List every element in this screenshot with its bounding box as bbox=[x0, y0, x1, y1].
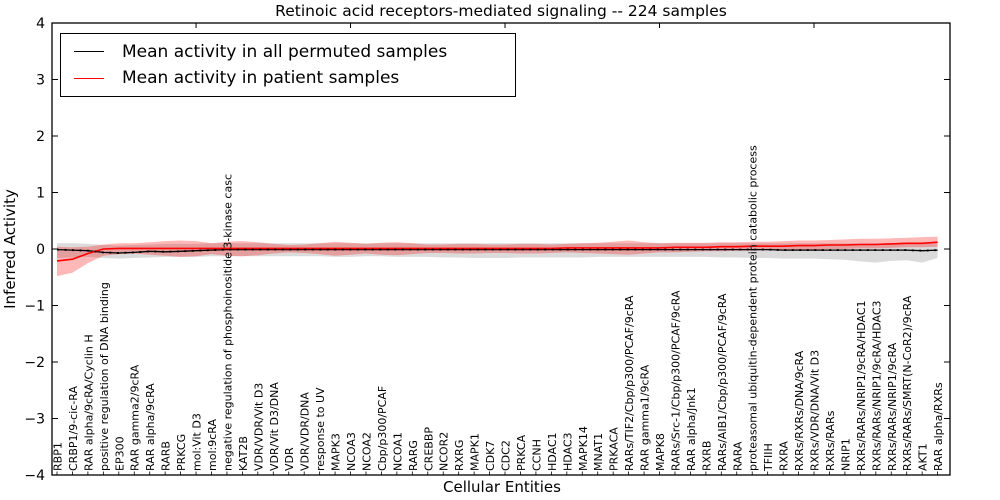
x-category-label: RXRs/RARs/NRIP1/9cRA/HDAC3 bbox=[870, 300, 883, 471]
x-category-label: RARA bbox=[731, 441, 744, 471]
y-tick-label: −1 bbox=[24, 299, 45, 315]
x-category-label: CRBP1/9-cic-RA bbox=[67, 386, 80, 471]
x-category-label: RXRs/RARs bbox=[824, 410, 837, 471]
x-category-label: CDC2 bbox=[500, 440, 513, 471]
x-category-label: MAPK8 bbox=[654, 433, 667, 471]
x-category-label: MAPK1 bbox=[469, 433, 482, 471]
x-category-label: AKT1 bbox=[917, 443, 930, 471]
x-category-label: MAPK14 bbox=[577, 426, 590, 471]
confidence-bands bbox=[57, 236, 938, 277]
legend: Mean activity in all permuted samples Me… bbox=[60, 33, 516, 97]
y-tick-label: −4 bbox=[24, 468, 45, 484]
x-category-label: KAT2B bbox=[237, 436, 250, 471]
x-category-label: positive regulation of DNA binding bbox=[98, 282, 111, 471]
x-axis-label: Cellular Entities bbox=[443, 478, 561, 496]
x-category-label: CDK7 bbox=[484, 441, 497, 471]
x-category-label: RAR gamma1/9cRA bbox=[639, 364, 652, 471]
x-category-label: RXRB bbox=[700, 441, 713, 471]
legend-label-patient: Mean activity in patient samples bbox=[122, 68, 400, 88]
x-category-label: RARs/TIF2/Cbp/p300/PCAF/9cRA bbox=[623, 295, 636, 471]
x-category-label: RAR alpha/9cRA bbox=[144, 383, 157, 471]
x-category-label: CREBBP bbox=[422, 427, 435, 471]
x-category-label: RARG bbox=[407, 440, 420, 471]
x-category-label: NRIP1 bbox=[839, 438, 852, 471]
x-category-labels: RBP1 CRBP1/9-cic-RA RAR alpha/9cRA/Cyclin … bbox=[52, 145, 946, 472]
x-category-label: TFIIH bbox=[762, 443, 775, 472]
x-category-label: MNAT1 bbox=[592, 433, 605, 471]
x-category-label: RAR alpha/RXRs bbox=[932, 382, 945, 471]
y-tick-labels: 4 3 2 1 0 −1 −2 −3 −4 bbox=[24, 16, 45, 484]
legend-line-permuted-swatch bbox=[74, 51, 104, 53]
x-category-label: RARs/Src-1/Cbp/p300/PCAF/9cRA bbox=[670, 290, 683, 471]
x-category-label: RAR alpha/Jnk1 bbox=[685, 387, 698, 471]
x-category-label: RXRs/RARs/NRIP1/9cRA bbox=[886, 342, 899, 471]
x-category-label: VDR bbox=[283, 447, 296, 471]
y-tick-label: 1 bbox=[36, 186, 45, 202]
x-category-label: RBP1 bbox=[52, 442, 65, 471]
x-category-label: VDR/Vit D3/DNA bbox=[268, 382, 281, 471]
chart-title: Retinoic acid receptors-mediated signali… bbox=[275, 2, 727, 20]
y-axis-label: Inferred Activity bbox=[1, 189, 19, 309]
x-category-label: RXRs/VDR/DNA/Vit D3 bbox=[809, 350, 822, 471]
x-category-label: VDR/VDR/DNA bbox=[299, 392, 312, 471]
y-tick-label: −3 bbox=[24, 412, 45, 428]
x-category-label: NCOA3 bbox=[345, 432, 358, 471]
x-category-label: PRKCA bbox=[515, 434, 528, 471]
y-tick-label: −2 bbox=[24, 355, 45, 371]
x-category-label: HDAC3 bbox=[561, 432, 574, 471]
x-category-label: RXRG bbox=[453, 440, 466, 471]
x-category-label: RXRs/RXRs/DNA/9cRA bbox=[793, 350, 806, 471]
legend-row-patient: Mean activity in patient samples bbox=[74, 68, 515, 88]
x-category-label: RAR alpha/9cRA/Cyclin H bbox=[82, 334, 95, 471]
x-category-label: mol:Vit D3 bbox=[191, 413, 204, 471]
legend-line-patient-swatch bbox=[74, 77, 104, 79]
mean-lines bbox=[56, 241, 938, 262]
y-tick-label: 4 bbox=[36, 16, 45, 32]
x-category-label: HDAC1 bbox=[546, 432, 559, 471]
legend-label-permuted: Mean activity in all permuted samples bbox=[122, 41, 448, 62]
x-category-label: CCNH bbox=[530, 439, 543, 471]
x-category-label: PRKCG bbox=[175, 434, 188, 471]
x-category-label: VDR/VDR/Vit D3 bbox=[252, 383, 265, 471]
patient-mean-line bbox=[56, 241, 938, 262]
permuted-mean-line bbox=[56, 248, 938, 254]
x-category-label: proteasomal ubiquitin-dependent protein … bbox=[747, 145, 760, 471]
x-category-label: response to UV bbox=[314, 387, 327, 471]
x-category-label: MAPK3 bbox=[330, 433, 343, 471]
y-tick-label: 2 bbox=[36, 129, 45, 145]
x-category-label: RXRs/RARs/SMRT(N-CoR2)/9cRA bbox=[901, 295, 914, 471]
x-category-label: NCOR2 bbox=[438, 432, 451, 471]
x-category-label: RXRs/RARs/NRIP1/9cRA/HDAC1 bbox=[855, 300, 868, 471]
x-category-label: PRKACA bbox=[608, 427, 621, 471]
legend-row-permuted: Mean activity in all permuted samples bbox=[74, 42, 515, 62]
x-category-label: EP300 bbox=[113, 436, 126, 471]
x-category-label: NCOA1 bbox=[391, 432, 404, 471]
x-category-label: RARB bbox=[160, 441, 173, 471]
x-category-label: negative regulation of phosphoinositide … bbox=[221, 174, 234, 471]
x-category-label: RAR gamma2/9cRA bbox=[129, 364, 142, 471]
x-category-label: mol:9cRA bbox=[206, 419, 219, 471]
y-tick-label: 0 bbox=[36, 242, 45, 258]
x-category-label: Cbp/p300/PCAF bbox=[376, 386, 389, 471]
x-category-label: RARs/AIB1/Cbp/p300/PCAF/9cRA bbox=[716, 293, 729, 471]
x-category-label: RXRA bbox=[778, 441, 791, 471]
x-category-label: NCOA2 bbox=[361, 432, 374, 471]
y-tick-label: 3 bbox=[36, 73, 45, 89]
plot-border bbox=[51, 22, 951, 476]
